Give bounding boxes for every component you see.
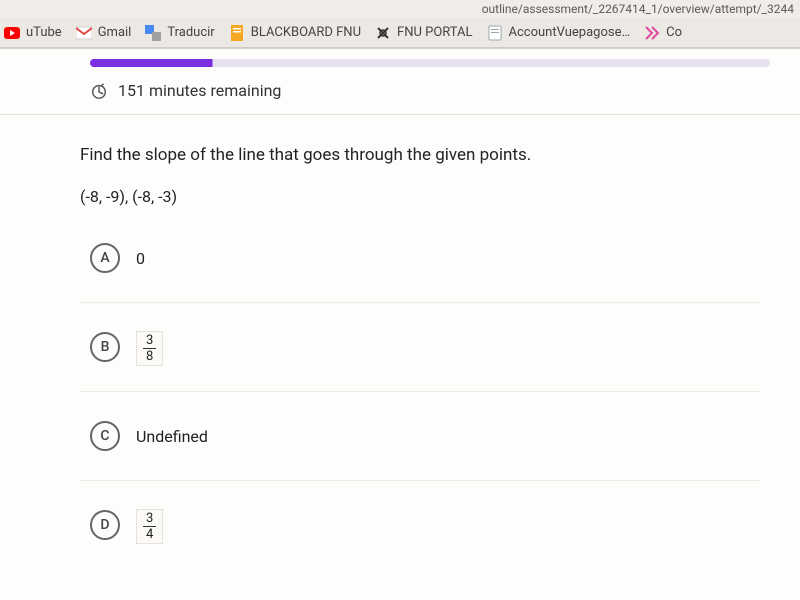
- option-c[interactable]: C Undefined: [90, 414, 760, 458]
- option-c-label: Undefined: [136, 427, 208, 446]
- bookmark-co[interactable]: Co: [644, 25, 682, 41]
- bookmark-label: Co: [666, 25, 682, 40]
- option-letter: A: [90, 243, 120, 273]
- bookmark-gmail[interactable]: Gmail: [76, 25, 132, 41]
- option-letter: D: [90, 510, 120, 540]
- timer-icon: [90, 82, 108, 100]
- timer-text: 151 minutes remaining: [118, 81, 281, 100]
- option-d-label: 3 4: [136, 507, 163, 544]
- fraction-numerator: 3: [143, 512, 156, 527]
- bookmark-accountvue[interactable]: AccountVuepagose…: [487, 25, 631, 41]
- fraction-denominator: 4: [146, 527, 153, 541]
- assessment-content: 151 minutes remaining Find the slope of …: [0, 48, 800, 600]
- bookmark-label: Traducir: [167, 25, 214, 40]
- url-fragment: outline/assessment/_2267414_1/overview/a…: [0, 0, 800, 18]
- option-d[interactable]: D 3 4: [90, 503, 760, 547]
- bookmark-fnu-portal[interactable]: FNU PORTAL: [375, 25, 473, 41]
- question-block: Find the slope of the line that goes thr…: [0, 115, 800, 547]
- portal-icon: [375, 25, 391, 41]
- option-b[interactable]: B 3 8: [90, 325, 760, 369]
- bookmark-translate[interactable]: Traducir: [145, 25, 214, 41]
- gmail-icon: [76, 25, 92, 41]
- option-b-label: 3 8: [136, 329, 163, 366]
- question-prompt: Find the slope of the line that goes thr…: [80, 145, 760, 165]
- divider: [80, 480, 760, 481]
- question-points: (-8, -9), (-8, -3): [80, 187, 760, 206]
- bookmarks-bar: uTube Gmail Traducir BLACKBOARD FNU FNU …: [0, 18, 800, 48]
- option-a-label: 0: [136, 249, 145, 268]
- bookmark-label: AccountVuepagose…: [509, 25, 631, 40]
- bookmark-youtube[interactable]: uTube: [4, 25, 62, 41]
- bookmark-label: uTube: [26, 25, 62, 40]
- youtube-icon: [4, 25, 20, 41]
- doc-icon: [229, 25, 245, 41]
- bookmark-blackboard[interactable]: BLACKBOARD FNU: [229, 25, 361, 41]
- fraction: 3 4: [136, 509, 163, 544]
- divider: [80, 302, 760, 303]
- options-list: A 0 B 3 8 C Undefined D: [80, 236, 760, 547]
- translate-icon: [145, 25, 161, 41]
- divider: [80, 391, 760, 392]
- bookmark-label: Gmail: [98, 25, 132, 40]
- timer-row: 151 minutes remaining: [0, 67, 800, 115]
- fraction: 3 8: [136, 331, 163, 366]
- fraction-numerator: 3: [143, 334, 156, 349]
- page-icon: [487, 25, 503, 41]
- co-icon: [644, 25, 660, 41]
- bookmark-label: BLACKBOARD FNU: [251, 25, 361, 40]
- progress-bar: [90, 59, 770, 67]
- option-letter: C: [90, 421, 120, 451]
- option-a[interactable]: A 0: [90, 236, 760, 280]
- option-letter: B: [90, 332, 120, 362]
- bookmark-label: FNU PORTAL: [397, 25, 473, 40]
- fraction-denominator: 8: [146, 349, 153, 363]
